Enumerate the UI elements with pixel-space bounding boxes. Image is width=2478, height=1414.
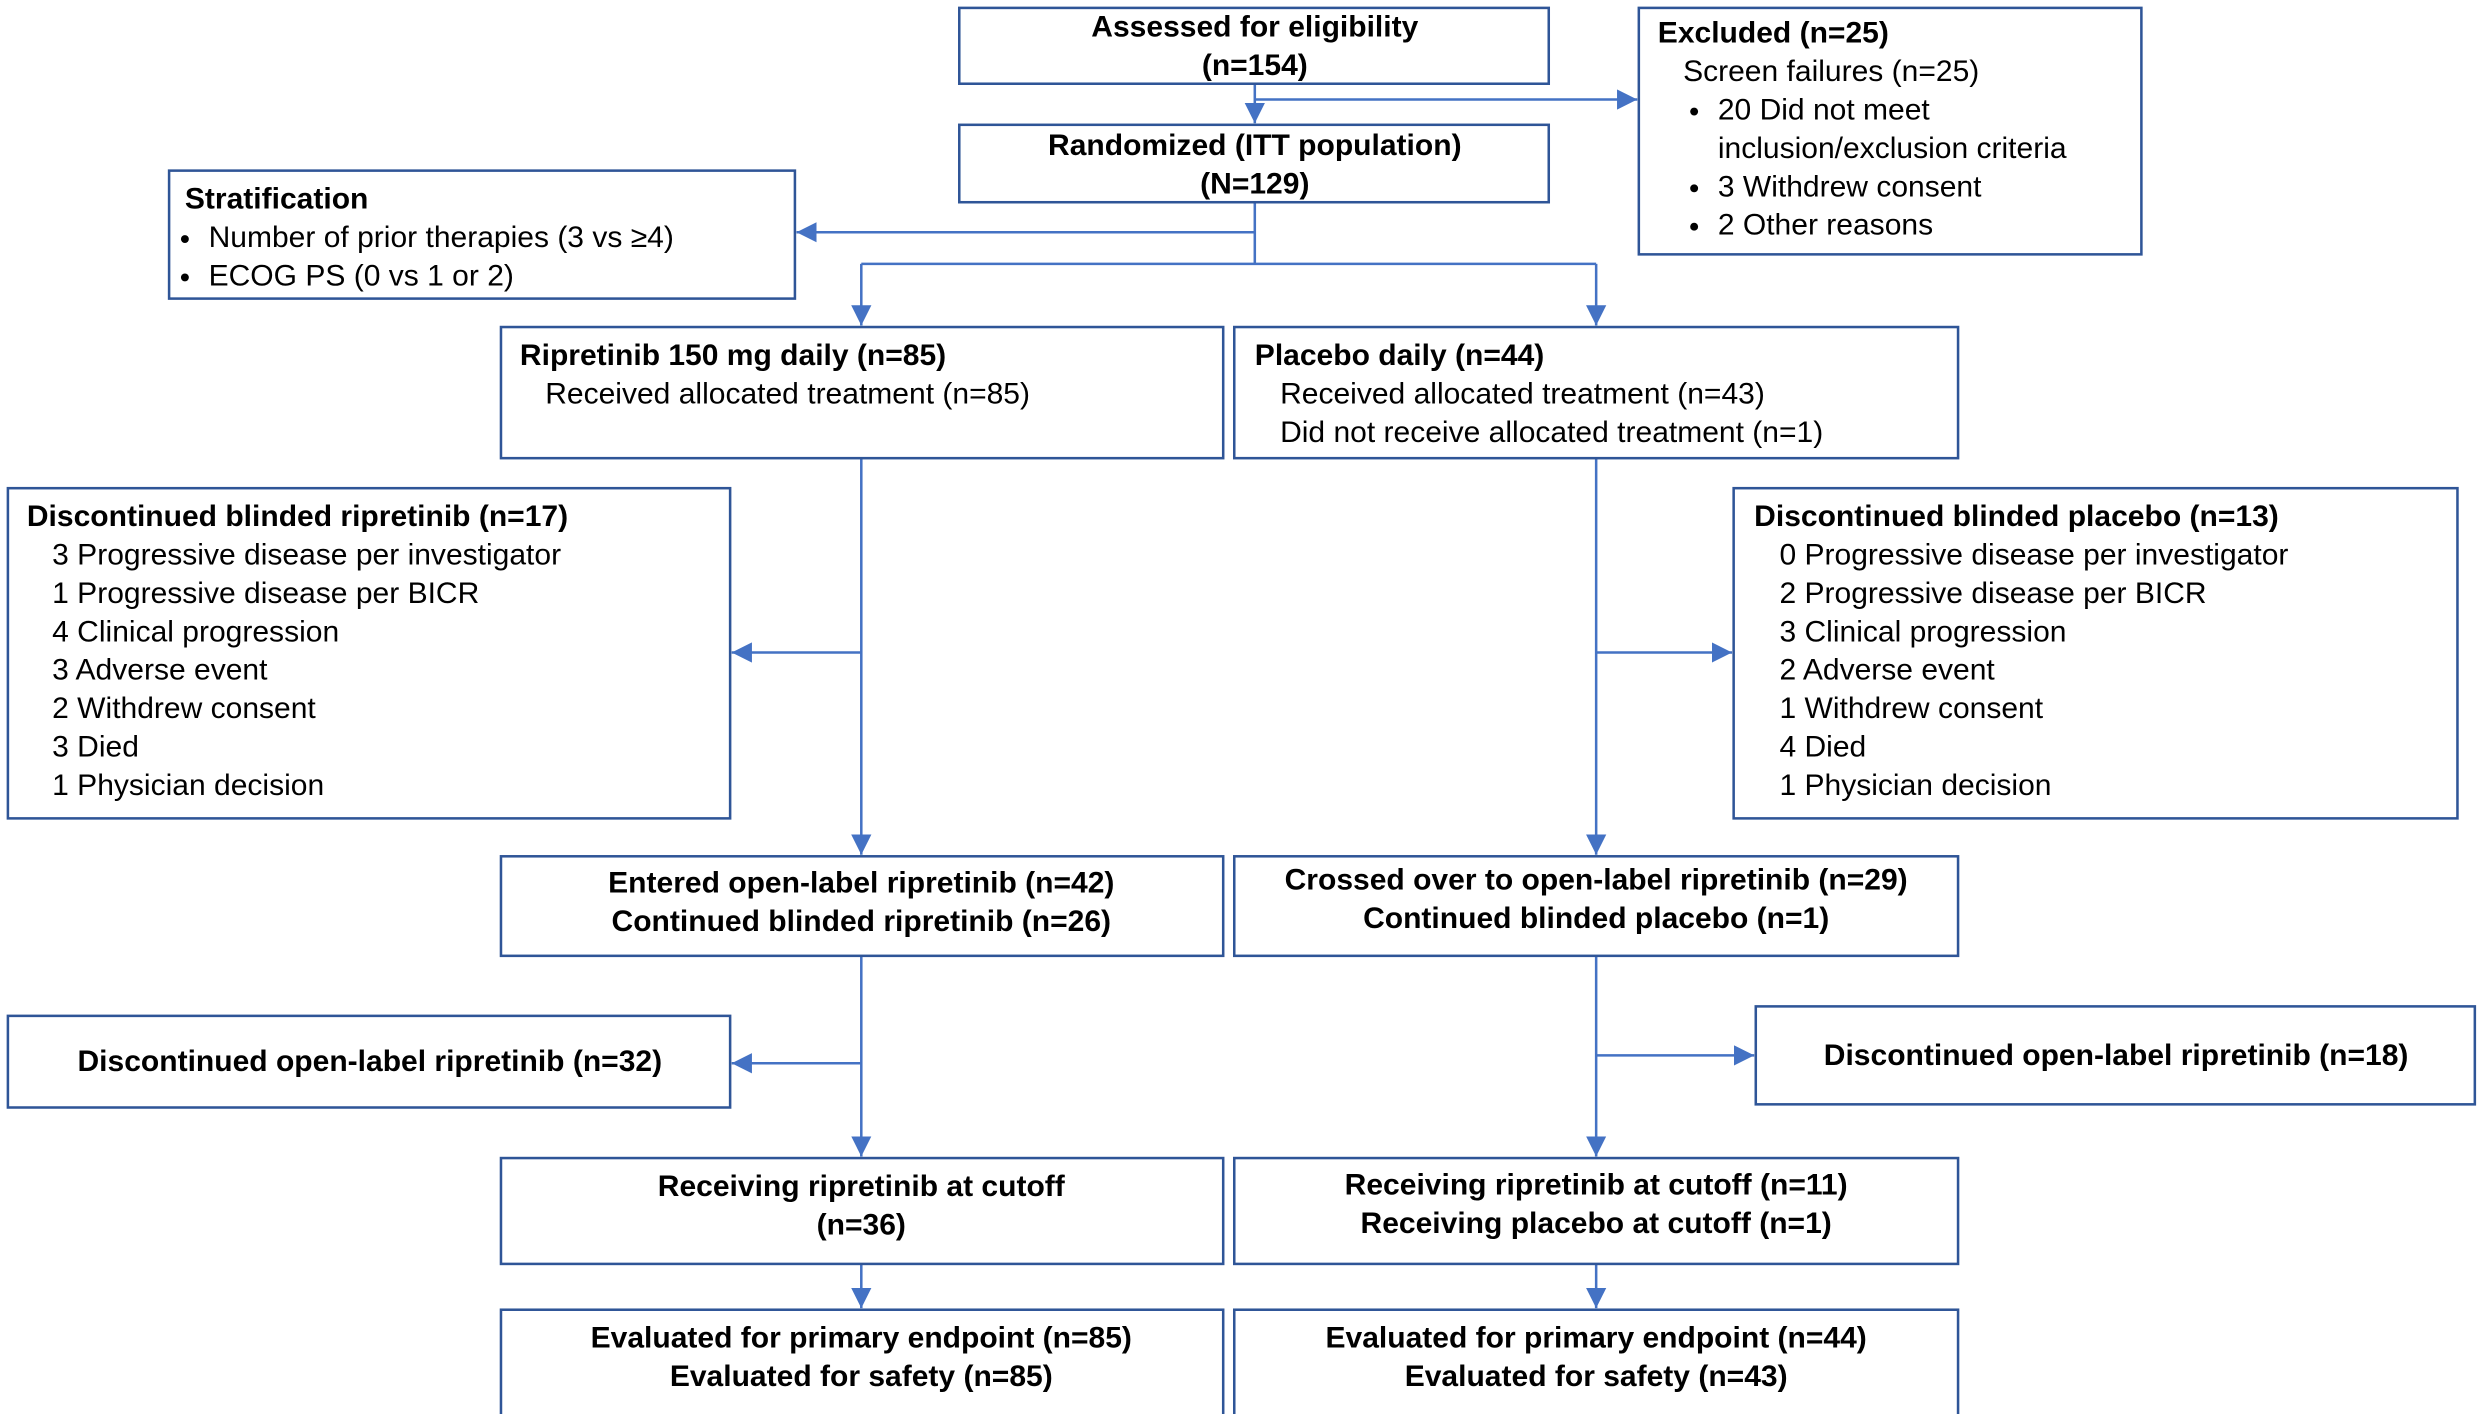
box-heading: Crossed over to open-label ripretinib (n… — [1285, 864, 1908, 897]
box-item: 20 Did not meet — [1718, 93, 1931, 126]
box-heading: Evaluated for primary endpoint (n=44) — [1326, 1322, 1867, 1355]
box-frame — [6, 1014, 732, 1109]
box-detail: Did not receive allocated treatment (n=1… — [1280, 416, 1823, 449]
box-frame — [167, 169, 797, 300]
box-heading: Excluded (n=25) — [1658, 17, 1889, 50]
box-item: 2 Other reasons — [1718, 209, 1933, 242]
box: Receiving ripretinib at cutoff (n=36) — [499, 1156, 1225, 1266]
box-item: Number of prior therapies (3 vs ≥4) — [209, 221, 674, 254]
box-frame — [499, 1308, 1225, 1414]
box-detail: 3 Progressive disease per investigator — [52, 539, 561, 572]
box: Receiving ripretinib at cutoff (n=11) Rec… — [1232, 1156, 1960, 1266]
box-frame — [1232, 1308, 1960, 1414]
box: Randomized (ITT population) (N=129) — [958, 123, 1551, 204]
box: Discontinued blinded ripretinib (n=17) 3 … — [6, 486, 732, 820]
box-frame — [1232, 1156, 1960, 1266]
box-detail: 4 Clinical progression — [52, 615, 339, 648]
box-detail: 0 Progressive disease per investigator — [1779, 539, 2288, 572]
box-detail: 2 Withdrew consent — [52, 692, 316, 725]
box-frame — [1232, 855, 1960, 958]
box: Stratification Number of prior therapies … — [167, 169, 797, 300]
box: Excluded (n=25) Screen failures (n=25) 20 … — [1637, 6, 2143, 256]
box-heading: Stratification — [185, 183, 368, 216]
box-detail: Screen failures (n=25) — [1683, 55, 1979, 88]
box: Assessed for eligibility (n=154) — [958, 6, 1551, 85]
bullet — [1690, 222, 1699, 231]
connectors — [731, 83, 1755, 1309]
box-frame — [1232, 325, 1960, 460]
box-heading: (n=154) — [1202, 49, 1308, 82]
box-detail: 3 Clinical progression — [1779, 615, 2066, 648]
box-heading: Discontinued open-label ripretinib (n=32… — [77, 1045, 662, 1078]
box-detail: 1 Progressive disease per BICR — [52, 577, 479, 610]
box: Evaluated for primary endpoint (n=85) Eva… — [499, 1308, 1225, 1414]
box-frame — [1754, 1005, 2477, 1106]
box-item: inclusion/exclusion criteria — [1718, 132, 2067, 165]
bullet — [1690, 184, 1699, 193]
box-heading: Continued blinded ripretinib (n=26) — [612, 905, 1111, 938]
box-frame — [499, 855, 1225, 958]
box-heading: Receiving ripretinib at cutoff — [658, 1170, 1066, 1203]
box-detail: 3 Died — [52, 730, 139, 763]
box-detail: Received allocated treatment (n=43) — [1280, 377, 1765, 410]
box-frame — [499, 325, 1225, 460]
bullet — [180, 235, 189, 243]
box-detail: 1 Physician decision — [1779, 769, 2051, 802]
box-frame — [499, 1156, 1225, 1266]
box-heading: Receiving ripretinib at cutoff (n=11) — [1345, 1168, 1848, 1201]
box-detail: 2 Progressive disease per BICR — [1779, 577, 2206, 610]
box-heading: Evaluated for safety (n=85) — [670, 1360, 1053, 1393]
box-detail: Received allocated treatment (n=85) — [545, 377, 1030, 410]
box-frame — [1637, 6, 2143, 256]
box-heading: Ripretinib 150 mg daily (n=85) — [520, 339, 946, 372]
box: Discontinued open-label ripretinib (n=32… — [6, 1014, 732, 1109]
box-heading: Placebo daily (n=44) — [1255, 339, 1544, 372]
box-heading: Continued blinded placebo (n=1) — [1363, 902, 1829, 935]
box: Evaluated for primary endpoint (n=44) Eva… — [1232, 1308, 1960, 1414]
box-heading: Assessed for eligibility — [1091, 10, 1418, 43]
box-heading: Evaluated for safety (n=43) — [1405, 1360, 1788, 1393]
box-heading: (n=36) — [817, 1208, 906, 1241]
box: Discontinued blinded placebo (n=13) 0 Pro… — [1732, 486, 2459, 820]
box: Ripretinib 150 mg daily (n=85) Received a… — [499, 325, 1225, 460]
box: Placebo daily (n=44) Received allocated t… — [1232, 325, 1960, 460]
box-detail: 2 Adverse event — [1779, 654, 1995, 687]
box-heading: Entered open-label ripretinib (n=42) — [608, 867, 1114, 900]
box-heading: Evaluated for primary endpoint (n=85) — [591, 1322, 1132, 1355]
bullet — [180, 273, 189, 282]
box-heading: Receiving placebo at cutoff (n=1) — [1361, 1207, 1832, 1240]
box-frame — [958, 123, 1551, 204]
box-frame — [958, 6, 1551, 85]
bullet — [1690, 107, 1699, 116]
box-heading: Discontinued blinded ripretinib (n=17) — [27, 500, 568, 533]
box: Discontinued open-label ripretinib (n=18… — [1754, 1005, 2477, 1106]
box-frame — [1732, 486, 2459, 820]
box-heading: Discontinued open-label ripretinib (n=18… — [1824, 1039, 2409, 1072]
box: Crossed over to open-label ripretinib (n… — [1232, 855, 1960, 958]
box-detail: 1 Physician decision — [52, 769, 324, 802]
box: Entered open-label ripretinib (n=42) Cont… — [499, 855, 1225, 958]
box-detail: 3 Adverse event — [52, 654, 268, 687]
box-item: ECOG PS (0 vs 1 or 2) — [209, 259, 514, 292]
box-heading: (N=129) — [1200, 167, 1309, 200]
box-detail: 1 Withdrew consent — [1779, 692, 2043, 725]
box-frame — [6, 486, 732, 820]
box-item: 3 Withdrew consent — [1718, 170, 1982, 203]
box-heading: Discontinued blinded placebo (n=13) — [1754, 500, 2279, 533]
box-heading: Randomized (ITT population) — [1048, 129, 1462, 162]
box-detail: 4 Died — [1779, 730, 1866, 763]
